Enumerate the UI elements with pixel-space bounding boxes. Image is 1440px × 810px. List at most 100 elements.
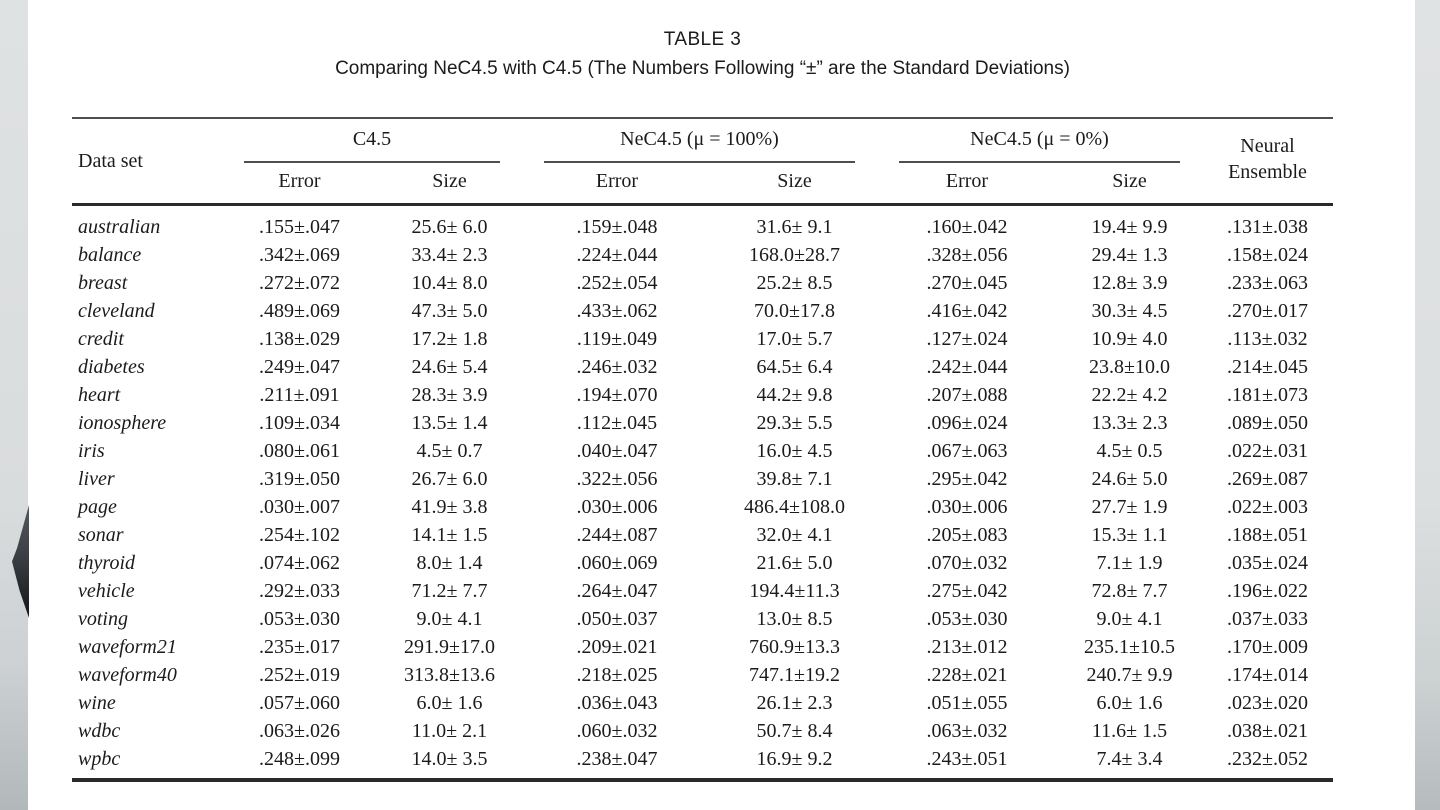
dataset-name: balance bbox=[78, 244, 142, 266]
value-cell: .489±.069 bbox=[259, 300, 340, 322]
value-cell: 15.3± 1.1 bbox=[1091, 524, 1168, 546]
value-cell: 747.1±19.2 bbox=[749, 664, 840, 686]
value-cell: .244±.087 bbox=[576, 524, 658, 546]
neural-ensemble-line1: Neural bbox=[1240, 134, 1295, 157]
table-subtitle: Comparing NeC4.5 with C4.5 (The Numbers … bbox=[335, 58, 1070, 79]
value-cell: 486.4±108.0 bbox=[744, 496, 845, 518]
value-cell: .252±.019 bbox=[259, 664, 340, 686]
value-cell: 6.0± 1.6 bbox=[416, 692, 483, 714]
table-row: liver .319±.050 26.7± 6.0 .322±.056 39.8± 7.… bbox=[72, 465, 1333, 493]
table-row: balance .342±.069 33.4± 2.3 .224±.044 168.0±… bbox=[72, 241, 1333, 269]
value-cell: .174±.014 bbox=[1227, 664, 1308, 686]
value-cell: .270±.017 bbox=[1227, 300, 1308, 322]
dataset-name: wpbc bbox=[72, 745, 222, 782]
sub-header-row: Error Size Error Size Error Size bbox=[72, 163, 1333, 206]
value-cell: 64.5± 6.4 bbox=[756, 356, 833, 378]
dataset-name: wine bbox=[78, 692, 116, 714]
value-cell: .295±.042 bbox=[926, 468, 1008, 490]
table-row: voting .053±.030 9.0± 4.1 .050±.037 13.0± 8.… bbox=[72, 605, 1333, 633]
value-cell: .040±.047 bbox=[576, 440, 658, 462]
value-cell: 16.0± 4.5 bbox=[756, 440, 833, 462]
value-cell: 24.6± 5.0 bbox=[1091, 468, 1168, 490]
group-header-nec45-100: NeC4.5 (μ = 100%) bbox=[522, 118, 877, 163]
table-row: vehicle .292±.033 71.2± 7.7 .264±.047 194.4±… bbox=[72, 577, 1333, 605]
value-cell: 14.0± 3.5 bbox=[377, 745, 522, 782]
value-cell: .269±.087 bbox=[1227, 468, 1308, 490]
dataset-name: diabetes bbox=[78, 356, 145, 378]
value-cell: .209±.021 bbox=[576, 636, 658, 658]
table-row: heart .211±.091 28.3± 3.9 .194±.070 44.2± 9.… bbox=[72, 381, 1333, 409]
value-cell: 11.6± 1.5 bbox=[1091, 720, 1168, 742]
value-cell: .030±.007 bbox=[259, 496, 340, 518]
value-cell: .074±.062 bbox=[259, 552, 340, 574]
value-cell: 194.4±11.3 bbox=[749, 580, 840, 602]
value-cell: 47.3± 5.0 bbox=[411, 300, 488, 322]
dataset-name: credit bbox=[78, 328, 124, 350]
right-gutter bbox=[1415, 0, 1440, 810]
value-cell: .113±.032 bbox=[1227, 328, 1308, 350]
column-header-nec45-0-error: Error bbox=[877, 163, 1057, 206]
dataset-name: waveform21 bbox=[78, 636, 177, 658]
value-cell: .051±.055 bbox=[926, 692, 1008, 714]
value-cell: 6.0± 1.6 bbox=[1096, 692, 1163, 714]
column-header-dataset: Data set bbox=[72, 118, 222, 206]
value-cell: 72.8± 7.7 bbox=[1091, 580, 1168, 602]
value-cell: 760.9±13.3 bbox=[749, 636, 840, 658]
dataset-name: australian bbox=[78, 216, 161, 238]
value-cell: .416±.042 bbox=[926, 300, 1008, 322]
value-cell: .275±.042 bbox=[926, 580, 1008, 602]
value-cell: .181±.073 bbox=[1227, 384, 1308, 406]
value-cell: 8.0± 1.4 bbox=[416, 552, 483, 574]
value-cell: 240.7± 9.9 bbox=[1086, 664, 1173, 686]
value-cell: 10.4± 8.0 bbox=[411, 272, 488, 294]
value-cell: .038±.021 bbox=[1227, 720, 1308, 742]
value-cell: .131±.038 bbox=[1227, 216, 1308, 238]
value-cell: 33.4± 2.3 bbox=[411, 244, 488, 266]
dataset-name: sonar bbox=[78, 524, 124, 546]
value-cell: .211±.091 bbox=[259, 384, 340, 406]
group-header-c45: C4.5 bbox=[222, 118, 522, 163]
value-cell: 30.3± 4.5 bbox=[1091, 300, 1168, 322]
value-cell: .433±.062 bbox=[576, 300, 658, 322]
value-cell: 13.0± 8.5 bbox=[756, 608, 833, 630]
value-cell: .246±.032 bbox=[576, 356, 658, 378]
value-cell: 9.0± 4.1 bbox=[1096, 608, 1163, 630]
value-cell: .188±.051 bbox=[1227, 524, 1308, 546]
value-cell: 23.8±10.0 bbox=[1089, 356, 1170, 378]
value-cell: .238±.047 bbox=[522, 745, 712, 782]
value-cell: 11.0± 2.1 bbox=[411, 720, 488, 742]
value-cell: .030±.006 bbox=[576, 496, 658, 518]
value-cell: 70.0±17.8 bbox=[754, 300, 835, 322]
neural-ensemble-line2: Ensemble bbox=[1228, 160, 1307, 183]
value-cell: .252±.054 bbox=[576, 272, 658, 294]
table-row: diabetes .249±.047 24.6± 5.4 .246±.032 64.5±… bbox=[72, 353, 1333, 381]
value-cell: 50.7± 8.4 bbox=[756, 720, 833, 742]
value-cell: 26.7± 6.0 bbox=[411, 468, 488, 490]
value-cell: .272±.072 bbox=[259, 272, 340, 294]
column-header-nec45-100-size: Size bbox=[712, 163, 877, 206]
value-cell: 28.3± 3.9 bbox=[411, 384, 488, 406]
value-cell: 13.3± 2.3 bbox=[1091, 412, 1168, 434]
value-cell: .037±.033 bbox=[1227, 608, 1308, 630]
table-title: TABLE 3 bbox=[663, 29, 742, 50]
value-cell: 16.9± 9.2 bbox=[712, 745, 877, 782]
value-cell: .063±.032 bbox=[926, 720, 1008, 742]
value-cell: .207±.088 bbox=[926, 384, 1008, 406]
table-row: credit .138±.029 17.2± 1.8 .119±.049 17.0± 5… bbox=[72, 325, 1333, 353]
column-header-neural-ensemble: Neural Ensemble bbox=[1202, 118, 1333, 206]
value-cell: 27.7± 1.9 bbox=[1091, 496, 1168, 518]
value-cell: .035±.024 bbox=[1227, 552, 1308, 574]
value-cell: 29.4± 1.3 bbox=[1091, 244, 1168, 266]
value-cell: .270±.045 bbox=[926, 272, 1008, 294]
table-row: waveform21 .235±.017 291.9±17.0 .209±.021 76… bbox=[72, 633, 1333, 661]
value-cell: .328±.056 bbox=[926, 244, 1008, 266]
value-cell: .205±.083 bbox=[926, 524, 1008, 546]
value-cell: .170±.009 bbox=[1227, 636, 1308, 658]
table-row: wpbc .248±.099 14.0± 3.5.238±.047 16.9± 9.2… bbox=[72, 745, 1333, 782]
value-cell: .127±.024 bbox=[926, 328, 1008, 350]
dataset-name: cleveland bbox=[78, 300, 155, 322]
value-cell: .089±.050 bbox=[1227, 412, 1308, 434]
value-cell: 4.5± 0.5 bbox=[1096, 440, 1163, 462]
value-cell: .057±.060 bbox=[259, 692, 340, 714]
table-row: waveform40 .252±.019 313.8±13.6 .218±.025 74… bbox=[72, 661, 1333, 689]
